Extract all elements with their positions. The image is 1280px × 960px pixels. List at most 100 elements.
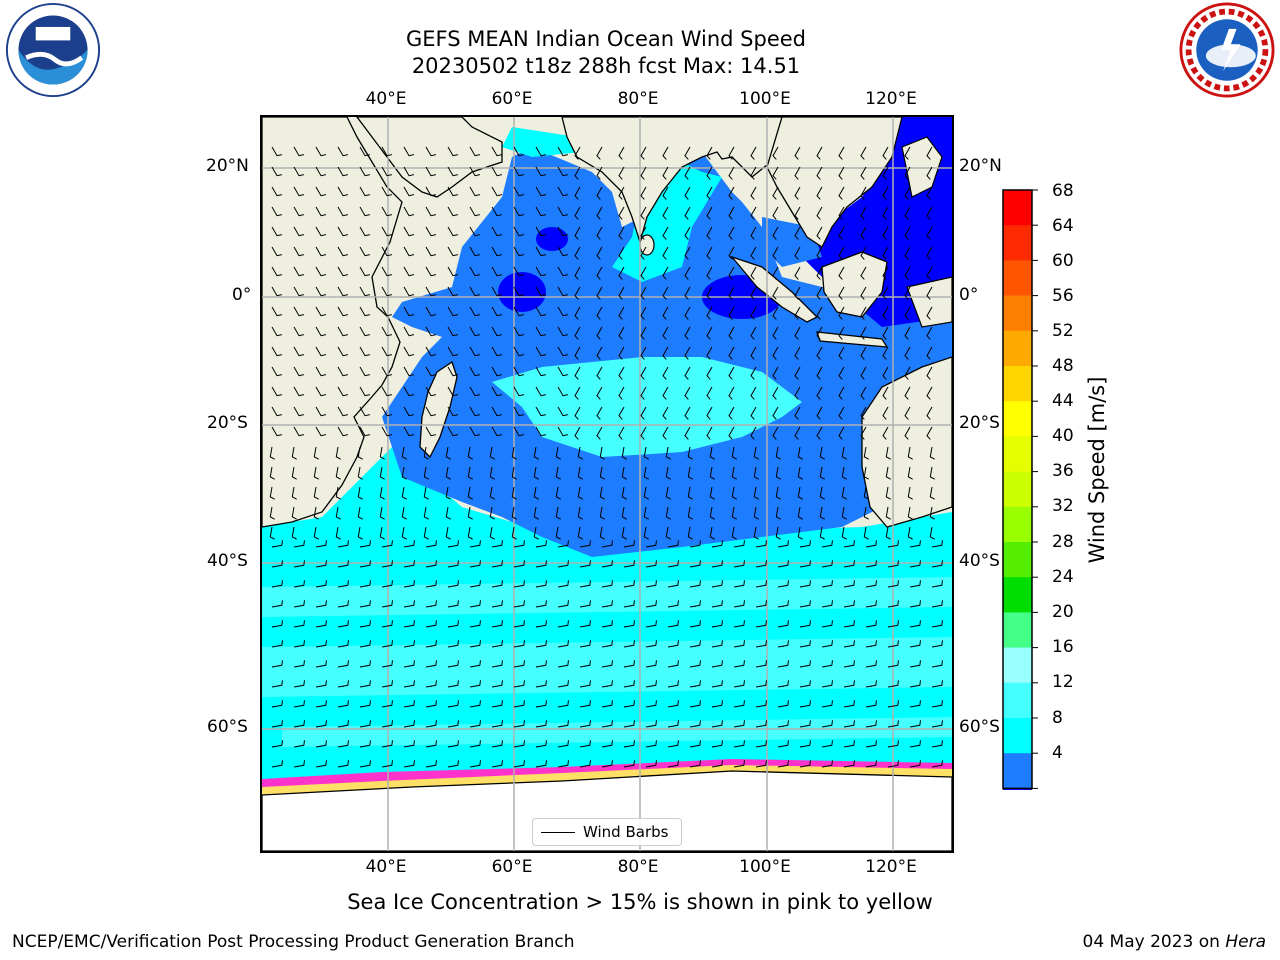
wind-barb: [794, 306, 801, 320]
wind-barb: [931, 540, 943, 548]
wind-barb: [706, 326, 713, 340]
wind-barb: [425, 740, 437, 748]
wind-barb: [271, 406, 283, 417]
wind-barb: [315, 660, 327, 668]
wind-barb: [618, 146, 625, 160]
wind-barb-legend-swatch: [541, 832, 575, 833]
colorbar-frame: [1002, 189, 1033, 790]
wind-barb: [904, 366, 911, 380]
wind-barb: [931, 620, 943, 628]
colorbar-swatch: [1003, 471, 1032, 508]
wind-barb: [555, 486, 561, 500]
wind-barb: [403, 700, 415, 708]
wind-barb: [293, 346, 305, 357]
wind-barb: [750, 266, 757, 280]
chart-subtitle: 20230502 t18z 288h fcst Max: 14.51: [411, 54, 801, 78]
wind-barb: [574, 346, 581, 360]
wind-barb: [843, 740, 855, 748]
wind-barb: [403, 580, 415, 588]
wind-barb: [337, 560, 349, 568]
wind-barb: [596, 226, 603, 240]
wind-barb: [425, 580, 437, 588]
wind-barb: [755, 620, 767, 628]
wind-barb: [359, 620, 371, 628]
wind-barb: [557, 560, 569, 568]
wind-barb: [557, 186, 569, 197]
wind-barb: [860, 386, 867, 400]
wind-barb: [337, 540, 349, 548]
wind-barb: [447, 166, 459, 177]
wind-barb: [640, 246, 647, 260]
wind-barb: [359, 600, 371, 608]
wind-barb: [623, 660, 635, 668]
wind-barb: [535, 406, 547, 417]
wind-barb: [728, 286, 735, 300]
wind-barb: [513, 166, 525, 177]
wind-barb: [662, 286, 669, 300]
wind-barb: [731, 486, 737, 500]
colorbar-tick-label: 48: [1052, 356, 1074, 376]
wind-barb: [381, 386, 393, 397]
wind-barb: [772, 146, 779, 160]
wind-barb: [403, 146, 415, 157]
wind-barb: [513, 720, 525, 728]
wind-barb: [469, 406, 481, 417]
wind-barb: [684, 346, 691, 360]
wind-barb: [491, 386, 503, 397]
wind-barb: [557, 580, 569, 588]
wind-barb: [777, 540, 789, 548]
wind-barb: [596, 246, 603, 260]
wind-barb: [315, 540, 327, 548]
wind-barb: [535, 760, 547, 768]
wind-barb: [816, 286, 823, 300]
wind-barb: [728, 426, 735, 440]
wind-barb: [618, 246, 625, 260]
wind-barb: [843, 760, 855, 768]
wind-barb: [623, 580, 635, 588]
wind-barb: [711, 700, 723, 708]
wind-barb: [621, 506, 627, 520]
wind-barb: [513, 740, 525, 748]
colorbar-tick-label: 60: [1052, 251, 1074, 271]
wind-barb: [511, 446, 517, 460]
wind-barb: [403, 406, 415, 417]
wind-barb: [794, 226, 801, 240]
wind-barb: [425, 680, 437, 688]
wind-barb: [618, 426, 625, 440]
wind-barb: [425, 146, 437, 157]
graticule: [262, 117, 952, 851]
wind-barb: [491, 560, 503, 568]
wind-barb: [491, 700, 503, 708]
wind-barb: [533, 486, 539, 500]
wind-barb: [601, 680, 613, 688]
wind-barb: [381, 560, 393, 568]
wind-barb: [931, 680, 943, 688]
wind-barb: [684, 386, 691, 400]
wind-barb: [577, 506, 583, 520]
wind-barb: [381, 266, 393, 277]
wind-barb: [596, 206, 603, 220]
wind-barb: [293, 286, 305, 297]
wind-barb: [513, 346, 525, 357]
wind-barb: [491, 680, 503, 688]
wind-barb: [269, 446, 275, 460]
wind-barb: [293, 306, 305, 317]
wind-barb: [271, 680, 283, 688]
wind-barb: [469, 286, 481, 297]
wind-barb: [645, 540, 657, 548]
wind-barb: [535, 620, 547, 628]
wind-barb: [926, 326, 933, 340]
wind-barb: [557, 660, 569, 668]
colorbar-swatch: [1003, 718, 1032, 754]
wind-barb: [335, 446, 341, 460]
wind-barb: [926, 166, 933, 180]
wind-barb: [469, 580, 481, 588]
wind-barb: [750, 186, 757, 200]
wind-barb: [860, 266, 867, 280]
wind-barb: [909, 720, 921, 728]
footer-date: 04 May 2023 on Hera: [1083, 932, 1267, 952]
lon-tick-top: 120°E: [865, 89, 917, 109]
wind-barb: [425, 246, 437, 257]
wind-barb: [489, 506, 495, 520]
wind-barb: [293, 246, 305, 257]
